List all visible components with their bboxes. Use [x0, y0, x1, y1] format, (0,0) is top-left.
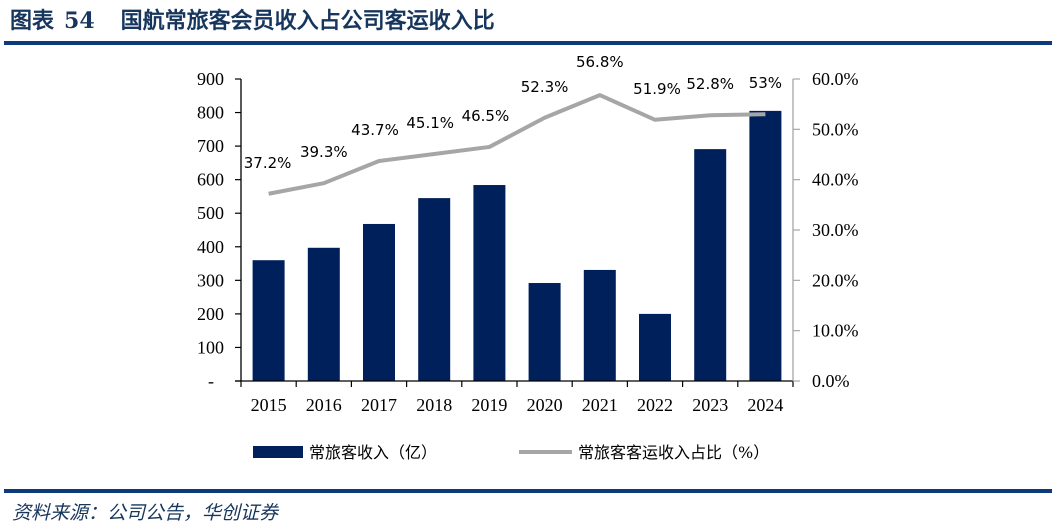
- y-left-tick-label: 500: [197, 203, 224, 223]
- x-tick-label: 2017: [361, 395, 397, 415]
- y-right-tick-label: 50.0%: [812, 119, 859, 139]
- y-left-tick-label: 600: [197, 170, 224, 190]
- line-data-label: 56.8%: [576, 53, 624, 71]
- y-right-tick-label: 10.0%: [812, 321, 859, 341]
- x-tick-label: 2016: [306, 395, 342, 415]
- y-right-tick-label: 30.0%: [812, 220, 859, 240]
- x-tick-label: 2015: [251, 395, 287, 415]
- x-tick-label: 2019: [471, 395, 507, 415]
- legend-bar-swatch: [253, 446, 303, 458]
- y-left-tick-label: 800: [197, 103, 224, 123]
- bar-2024: [749, 111, 781, 381]
- x-tick-label: 2023: [692, 395, 728, 415]
- bar-2015: [253, 260, 285, 381]
- line-data-label: 37.2%: [244, 154, 292, 172]
- y-right-tick-label: 60.0%: [812, 69, 859, 89]
- x-tick-label: 2018: [416, 395, 452, 415]
- line-data-label: 51.9%: [633, 80, 681, 98]
- bar-2023: [694, 149, 726, 381]
- line-data-label: 52.8%: [686, 75, 734, 93]
- y-right-tick-label: 40.0%: [812, 170, 859, 190]
- legend: 常旅客收入（亿） 常旅客客运收入占比（%）: [253, 443, 769, 462]
- x-tick-label: 2022: [637, 395, 673, 415]
- line-data-label: 52.3%: [521, 78, 569, 96]
- y-left-tick-label: 200: [197, 304, 224, 324]
- line-data-label: 46.5%: [462, 107, 510, 125]
- y-left-tick-label: 300: [197, 270, 224, 290]
- line-data-label: 43.7%: [351, 121, 399, 139]
- y-left-tick-label: -: [208, 371, 214, 391]
- line-data-label: 53%: [749, 74, 782, 92]
- bar-2020: [529, 283, 561, 381]
- bar-2021: [584, 270, 616, 381]
- line-data-label: 39.3%: [300, 143, 348, 161]
- x-tick-label: 2020: [527, 395, 563, 415]
- bar-2017: [363, 224, 395, 381]
- legend-bar-label: 常旅客收入（亿）: [309, 443, 437, 462]
- y-right-tick-label: 20.0%: [812, 270, 859, 290]
- footer-rule: [4, 489, 1052, 493]
- y-left-tick-label: 100: [197, 337, 224, 357]
- bar-2019: [473, 185, 505, 381]
- legend-line-label: 常旅客客运收入占比（%）: [578, 443, 769, 462]
- y-left-tick-label: 400: [197, 237, 224, 257]
- bar-2016: [308, 248, 340, 381]
- bar-2022: [639, 314, 671, 381]
- x-tick-label: 2021: [582, 395, 618, 415]
- bar-2018: [418, 198, 450, 381]
- line-data-label: 45.1%: [406, 114, 454, 132]
- x-tick-label: 2024: [747, 395, 783, 415]
- source-note: 资料来源：公司公告，华创证券: [12, 498, 278, 525]
- y-left-tick-label: 700: [197, 136, 224, 156]
- y-left-tick-label: 900: [197, 69, 224, 89]
- y-right-tick-label: 0.0%: [812, 371, 850, 391]
